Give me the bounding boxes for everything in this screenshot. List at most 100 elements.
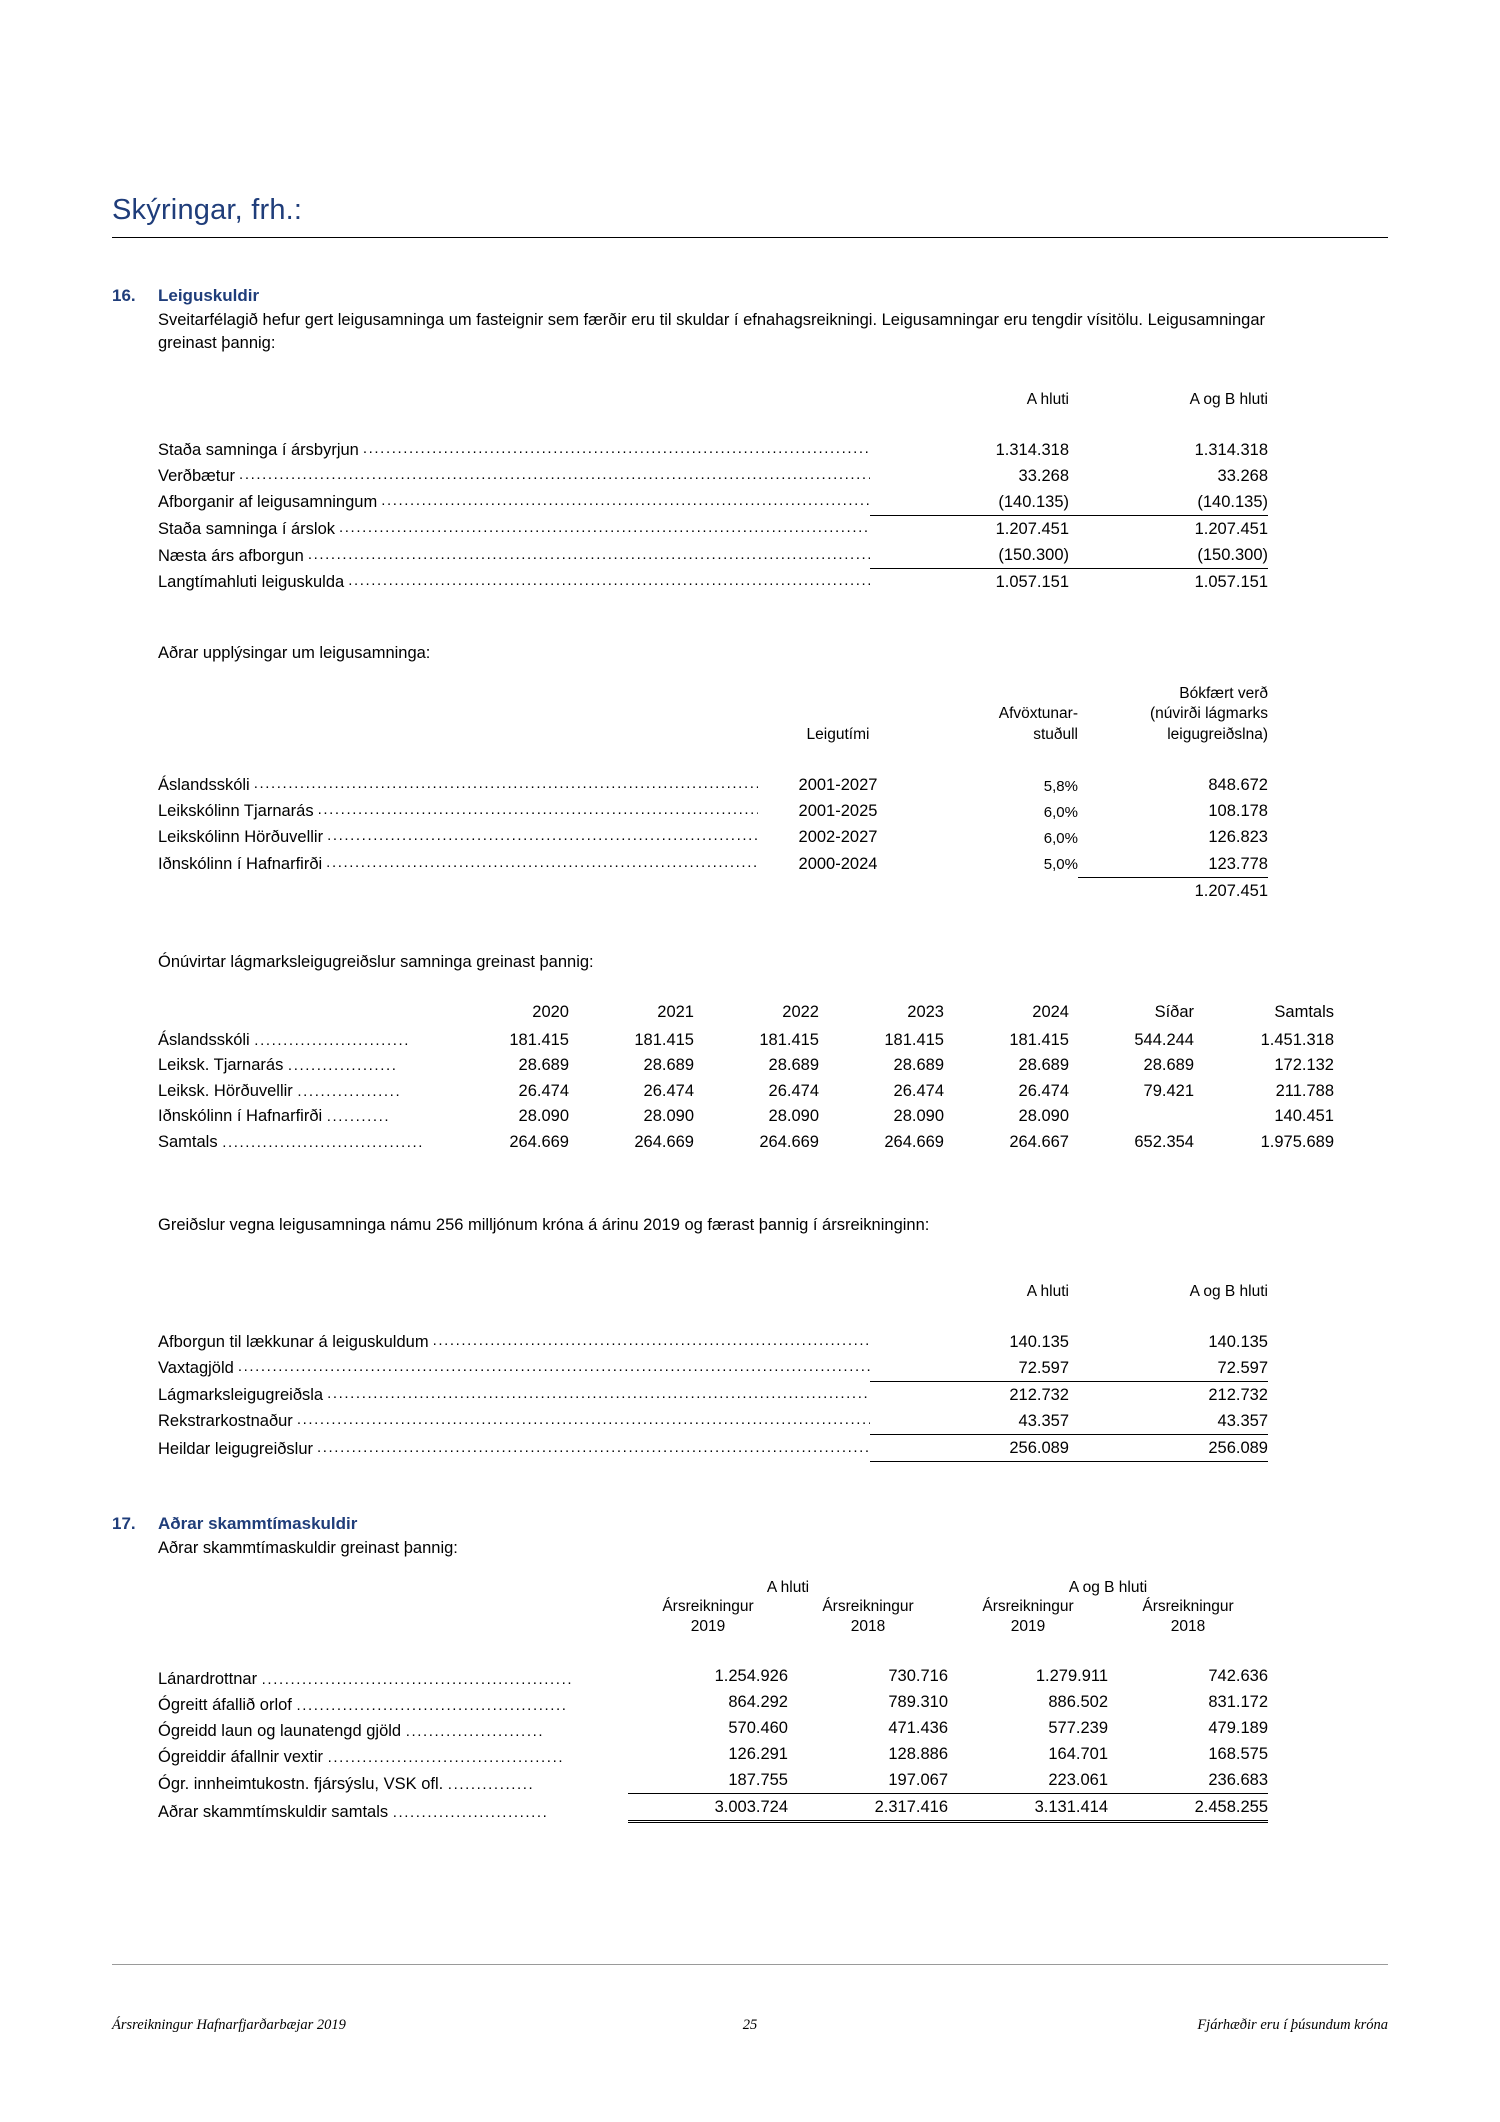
column-header-year: 2019 (690, 1617, 726, 1635)
value-a-og-b-hluti: 43.357 (1217, 1411, 1268, 1430)
value-cell: 181.415 (884, 1030, 944, 1049)
value-leigutimi: 2002-2027 (798, 828, 878, 847)
value-a-og-b-hluti: 1.057.151 (1069, 568, 1268, 596)
lease-liability-table: A hluti A og B hluti Staða samninga í ár… (158, 390, 1268, 596)
dot-leader: ........................................… (432, 1331, 870, 1349)
value-bokfaert-verd: 123.778 (1208, 854, 1268, 873)
row-label: Iðnskólinn í Hafnarfirði (158, 855, 323, 874)
dot-leader: ........................................… (296, 1411, 870, 1429)
value-cell: 479.189 (1208, 1718, 1269, 1737)
row-label: Næsta árs afborgun (158, 546, 304, 565)
value-a-og-b-hluti: 212.732 (1069, 1380, 1268, 1408)
row-label-cell: Iðnskólinn í Hafnarfirði................… (158, 851, 758, 878)
matrix-header-row: 2020 2021 2022 2023 2024 Síðar Samtals (158, 1000, 1338, 1028)
dot-leader: ................................... (222, 1133, 425, 1151)
note-16-undiscounted-intro: Ónúvirtar lágmarksleigugreiðslur samning… (158, 952, 594, 971)
row-label: Langtímahluti leiguskulda (158, 573, 345, 592)
column-header-a-hluti: A hluti (1026, 1282, 1069, 1300)
note-16-body: Sveitarfélagið hefur gert leigusamninga … (158, 309, 1388, 1463)
table-row: Lánardrottnar ..........................… (158, 1663, 1268, 1689)
row-label: Afborganir af leigusamningum (158, 493, 378, 512)
value-leigutimi: 2001-2027 (798, 776, 878, 795)
table-row: Ógreiddir áfallnir vextir ..............… (158, 1741, 1268, 1767)
note-17-body: Aðrar skammtímaskuldir greinast þannig: … (158, 1537, 1388, 1824)
row-label: Heildar leigugreiðslur (158, 1439, 313, 1458)
page-header: Skýringar, frh.: (112, 0, 1388, 238)
row-label: Ógreitt áfallið orlof (158, 1695, 297, 1714)
value-cell: 164.701 (1048, 1744, 1109, 1763)
row-label-cell: Leiksk. Hörðuvellir .................. (158, 1079, 448, 1105)
value-a-hluti: 256.089 (870, 1434, 1069, 1463)
table-row: Afborganir af leigusamningum............… (158, 489, 1268, 516)
column-header-studuall-line2: stuðull (1033, 726, 1078, 744)
value-a-og-b-hluti: 33.268 (1217, 466, 1268, 485)
value-cell (1073, 1104, 1198, 1130)
dot-leader: ........................ (405, 1722, 545, 1740)
column-header-arsreikningur: Ársreikningur (822, 1597, 914, 1615)
row-label-cell: Vaxtagjöld..............................… (158, 1355, 870, 1382)
matrix-column-header: 2024 (1032, 1003, 1069, 1022)
table-row: Lágmarksleigugreiðsla...................… (158, 1380, 1268, 1408)
value-a-hluti: 212.732 (870, 1380, 1069, 1408)
matrix-column-header: 2021 (657, 1003, 694, 1022)
lease-contracts-table: Bókfært verð Afvöxtunar- (núvirði lágmar… (158, 684, 1268, 904)
column-header-bokfaert-verd-line1: Bókfært verð (1179, 684, 1268, 702)
value-cell: 28.090 (643, 1107, 694, 1126)
row-label: Leikskólinn Hörðuvellir (158, 828, 324, 847)
value-cell: 1.975.689 (1260, 1132, 1334, 1151)
other-current-liabilities-table: A hluti A og B hluti Ársreikningur Ársrei… (158, 1579, 1269, 1824)
note-17: 17. Aðrar skammtímaskuldir Aðrar skammtí… (112, 1514, 1388, 1824)
value-cell: 28.090 (768, 1107, 819, 1126)
row-label-cell: Lánardrottnar ..........................… (158, 1663, 628, 1689)
value-cell: 26.474 (893, 1081, 944, 1100)
value-cell: 1.451.318 (1260, 1030, 1334, 1049)
value-cell: 886.502 (1048, 1692, 1109, 1711)
matrix-column-header: Síðar (1154, 1003, 1194, 1022)
value-cell: 172.132 (1274, 1056, 1334, 1075)
matrix-column-header: 2020 (532, 1003, 569, 1022)
value-a-hluti: 1.057.151 (870, 568, 1069, 596)
table-row: Áslandsskóli............................… (158, 772, 1268, 798)
dot-leader: ........................................… (261, 1670, 574, 1688)
dot-leader: ........................................… (237, 1358, 870, 1376)
table-row: Rekstrarkostnaður.......................… (158, 1408, 1268, 1435)
value-contracts-total: 1.207.451 (1078, 876, 1268, 904)
row-label-cell: Aðrar skammtímskuldir samtals ..........… (158, 1794, 628, 1822)
note-17-title: Aðrar skammtímaskuldir (158, 1514, 358, 1534)
value-cell: 26.474 (518, 1081, 569, 1100)
row-label-cell: Leiksk. Tjarnarás ................... (158, 1053, 448, 1079)
note-16: 16. Leiguskuldir Sveitarfélagið hefur ge… (112, 286, 1388, 1463)
subheader-year-row: 2019 2018 2019 2018 (158, 1617, 1268, 1637)
value-a-og-b-hluti: (150.300) (1197, 546, 1268, 565)
value-cell: 181.415 (759, 1030, 819, 1049)
dot-leader: ........................................… (296, 1696, 568, 1714)
matrix-column-header: 2023 (907, 1003, 944, 1022)
dot-leader: ........................................… (327, 1749, 565, 1767)
row-label: Afborgun til lækkunar á leiguskuldum (158, 1332, 429, 1351)
dot-leader: ........................................… (327, 827, 758, 845)
row-label-cell: Áslandsskóli ........................... (158, 1028, 448, 1054)
row-label: Áslandsskóli (158, 1030, 255, 1049)
contracts-header-row-3: Leigutími stuðull leigugreiðslna) (158, 725, 1268, 746)
column-header-a-og-b-hluti: A og B hluti (1189, 390, 1268, 408)
column-header-bokfaert-verd-line2: (núvirði lágmarks (1149, 705, 1268, 723)
value-cell: 742.636 (1208, 1666, 1269, 1685)
value-cell: 26.474 (1018, 1081, 1069, 1100)
value-a-og-b-hluti: 1.314.318 (1194, 440, 1268, 459)
dot-leader: ........................................… (317, 1438, 870, 1456)
table-row: Ógreidd laun og launatengd gjöld .......… (158, 1715, 1268, 1741)
value-cell: 264.667 (1009, 1132, 1069, 1151)
row-label: Lánardrottnar (158, 1669, 262, 1688)
value-a-og-b-hluti: (140.135) (1197, 492, 1268, 511)
row-label: Áslandsskóli (158, 776, 250, 795)
group-header-row: A hluti A og B hluti (158, 1579, 1268, 1597)
dot-leader: ........................................… (239, 465, 870, 483)
value-cell: 197.067 (888, 1771, 949, 1790)
value-a-hluti: 140.135 (1009, 1332, 1069, 1351)
table-row: Næsta árs afborgun......................… (158, 542, 1268, 569)
note-16-heading: 16. Leiguskuldir (112, 286, 1388, 306)
row-label-cell: Iðnskólinn í Hafnarfirði ........... (158, 1104, 448, 1130)
value-cell: 28.689 (518, 1056, 569, 1075)
value-a-hluti: 1.314.318 (995, 440, 1069, 459)
value-cell: 264.669 (884, 1132, 944, 1151)
